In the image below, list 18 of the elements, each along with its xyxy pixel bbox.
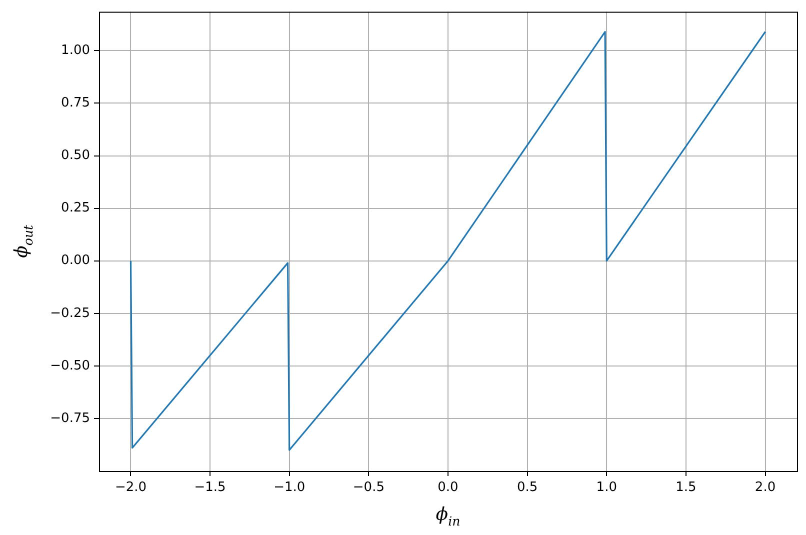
x-tick-label: −2.0 [114, 480, 147, 496]
y-tick-label: −0.75 [50, 410, 90, 426]
x-tick-label: 2.0 [754, 480, 776, 496]
y-tick-label: 0.25 [61, 200, 90, 216]
x-tick-label: −1.5 [194, 480, 226, 496]
y-tick-label: 1.00 [61, 43, 90, 58]
y-axis-title: ϕout [11, 224, 36, 258]
x-tick-label: 1.0 [596, 480, 617, 496]
y-tick-label: −0.50 [50, 358, 90, 374]
x-tick-label: −0.5 [352, 480, 384, 496]
y-tick-label: 0.50 [61, 148, 90, 164]
x-tick-label: 1.5 [676, 480, 696, 496]
x-tick-label: 0.0 [438, 480, 458, 496]
x-tick-label: 0.5 [516, 480, 538, 496]
y-tick-label: 0.75 [61, 96, 90, 111]
y-tick-label: 0.00 [61, 253, 90, 268]
x-tick-label: −1.0 [274, 480, 306, 496]
y-tick-label: −0.25 [50, 306, 90, 321]
